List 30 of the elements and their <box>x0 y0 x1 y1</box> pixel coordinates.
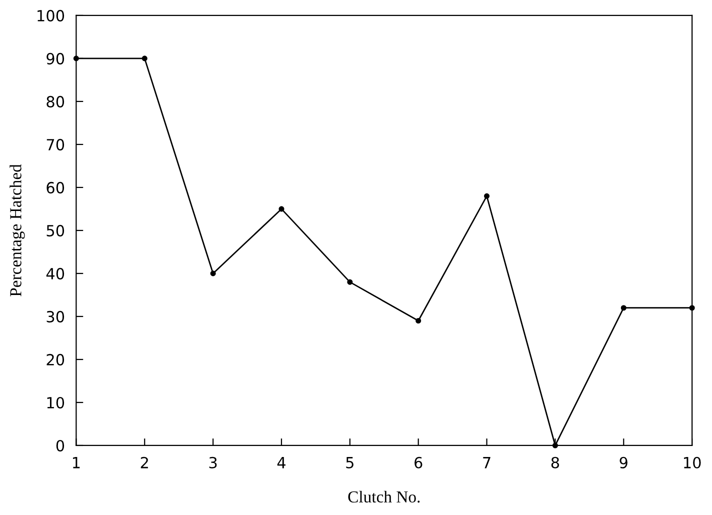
x-tick-label: 10 <box>684 456 701 468</box>
x-tick-label: 5 <box>346 457 354 468</box>
y-tick-label: 20 <box>46 354 64 366</box>
y-tick-label: 10 <box>47 396 64 408</box>
point <box>347 279 353 285</box>
x-axis-title: Clutch No. <box>348 490 420 503</box>
y-tick-label: 50 <box>46 224 64 236</box>
x-tick-label: 6 <box>414 456 422 468</box>
x-tick-label: 8 <box>551 456 560 468</box>
y-tick-label: 90 <box>46 52 64 64</box>
y-tick-label: 60 <box>46 182 64 194</box>
point <box>620 305 626 311</box>
point <box>416 318 422 324</box>
y-tick-label: 80 <box>46 96 64 108</box>
y-tick-label: 100 <box>38 10 64 22</box>
y-tick-label: 0 <box>56 440 64 452</box>
y-axis-title: Percentage Hatched <box>10 164 25 296</box>
x-tick-label: 2 <box>140 456 148 468</box>
x-tick-label: 3 <box>209 456 217 468</box>
x-tick-label: 7 <box>483 457 490 468</box>
point <box>484 193 490 199</box>
y-tick-label: 30 <box>46 310 64 322</box>
point <box>210 270 216 276</box>
y-tick-label: 40 <box>46 268 64 280</box>
point <box>142 56 148 62</box>
x-tick-label: 4 <box>277 457 286 468</box>
point <box>278 206 284 212</box>
y-tick-label: 70 <box>46 138 64 150</box>
x-tick-label: 9 <box>620 456 628 468</box>
x-tick-label: 1 <box>73 457 80 468</box>
